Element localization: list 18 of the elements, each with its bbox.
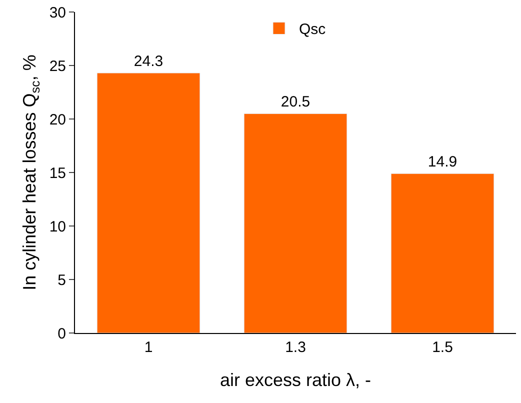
- x-tick-label: 1.3: [285, 339, 306, 356]
- x-tick-label: 1: [144, 339, 153, 356]
- y-tick-label: 5: [58, 272, 66, 289]
- bar: [96, 72, 200, 333]
- legend-label: Qsc: [299, 21, 326, 38]
- y-tick-label: 10: [49, 218, 66, 236]
- data-label: 14.9: [428, 154, 458, 171]
- bar: [390, 173, 494, 333]
- y-tick-label: 30: [49, 4, 66, 22]
- y-tick-label: 0: [58, 325, 66, 342]
- y-tick-label: 20: [49, 111, 66, 128]
- x-tick-label: 1.5: [432, 339, 453, 356]
- data-label: 24.3: [134, 52, 164, 70]
- bar: [244, 113, 348, 333]
- y-tick-label: 25: [49, 58, 66, 75]
- data-label: 20.5: [280, 94, 310, 111]
- x-axis-title: air excess ratio λ, -: [220, 370, 372, 390]
- y-tick-label: 15: [49, 164, 66, 182]
